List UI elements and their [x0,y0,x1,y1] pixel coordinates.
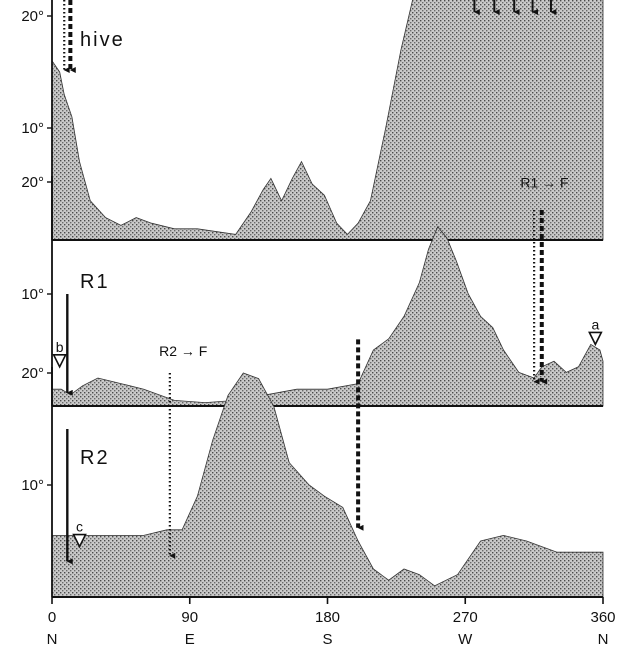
x-tick-label: 90 [181,609,198,626]
panel-1-silhouette-area [51,0,604,241]
compass-label: W [458,631,473,648]
x-tick-label: 180 [315,609,340,626]
panel-2-annotation-1-marker-triangle [52,354,67,369]
panel-1-y-tick-label: 10° [21,120,44,137]
compass-label: N [598,631,609,648]
panel-1-label: hive [80,29,125,51]
panel-3-label: R2 [80,447,110,469]
panel-3-y-tick-label: 10° [21,477,44,494]
panel-3-annotation-2-marker-triangle [72,533,87,549]
panel-2-label: R1 [80,271,110,293]
panel-3-annotation-2-marker: c [72,519,87,549]
panel-2-silhouette-area [51,226,604,407]
compass-label: E [185,631,195,648]
panel-1-y-tick-label: 20° [21,8,44,25]
panel-3-annotation-3-text: R2 → F [159,343,207,359]
panel-3-annotation-2-marker-letter: c [76,519,83,535]
panel-2-annotation-6-marker: a [588,316,603,347]
panel-2-annotation-6-marker-triangle [588,331,603,347]
x-tick-label: 0 [48,609,56,626]
x-tick-label: 270 [453,609,478,626]
panel-2-annotation-6-marker-letter: a [591,316,599,332]
panel-3-y-tick-label: 20° [21,365,44,382]
x-tick-label: 360 [590,609,615,626]
panel-2-y-tick-label: 20° [21,174,44,191]
compass-label: S [322,631,332,648]
panel-2-annotation-1-marker-letter: b [56,339,64,355]
panel-2-y-tick-label: 10° [21,286,44,303]
panel-2-annotation-1-marker: b [52,339,67,369]
compass-label: N [47,631,58,648]
panel-2-annotation-3-text: R1 → F [520,175,568,191]
